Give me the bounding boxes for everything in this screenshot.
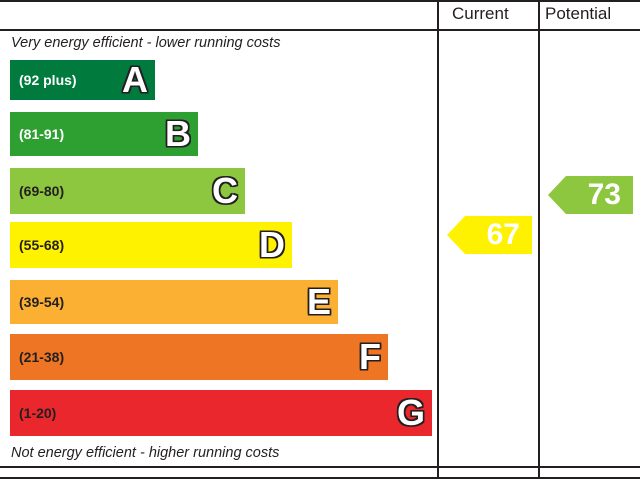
band-range-b: (81-91) [19, 126, 65, 142]
band-row-f: (21-38) F [10, 334, 388, 380]
band-range-a: (92 plus) [19, 72, 77, 88]
chart-bottom-border [0, 477, 640, 479]
band-range-c: (69-80) [19, 183, 65, 199]
band-row-b: (81-91) B [10, 112, 198, 156]
band-letter-a: A [122, 59, 148, 100]
band-letter-e: E [306, 281, 331, 322]
band-range-d: (55-68) [19, 237, 65, 253]
footer-divider-rule [0, 466, 640, 468]
band-letter-c: C [212, 170, 238, 211]
current-rating-value: 67 [486, 218, 520, 251]
band-range-f: (21-38) [19, 349, 65, 365]
band-letter-f: F [359, 336, 381, 377]
potential-rating-arrow: 73 [548, 176, 633, 214]
column-header-current: Current [452, 4, 509, 23]
column-divider-current [437, 0, 439, 479]
band-letter-d: D [259, 224, 285, 265]
band-row-c: (69-80) C [10, 168, 245, 214]
column-header-potential: Potential [545, 4, 612, 23]
band-letter-b: B [165, 113, 191, 154]
band-range-e: (39-54) [19, 294, 65, 310]
header-divider-rule [0, 29, 640, 31]
caption-not-energy-efficient: Not energy efficient - higher running co… [11, 445, 280, 461]
band-row-e: (39-54) E [10, 280, 338, 324]
column-divider-potential [538, 0, 540, 479]
band-row-g: (1-20) G [10, 390, 432, 436]
current-rating-arrow: 67 [447, 216, 532, 254]
caption-very-energy-efficient: Very energy efficient - lower running co… [11, 35, 281, 51]
band-row-d: (55-68) D [10, 222, 292, 268]
chart-top-border [0, 0, 640, 2]
band-letter-g: G [396, 392, 425, 433]
band-row-a: (92 plus) A [10, 60, 155, 100]
band-range-g: (1-20) [19, 405, 57, 421]
potential-rating-value: 73 [587, 178, 621, 211]
